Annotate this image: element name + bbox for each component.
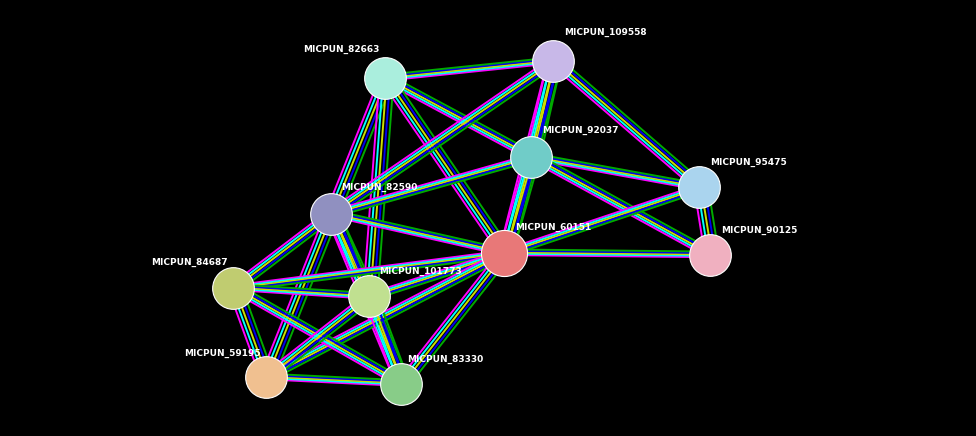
Point [546, 58, 561, 65]
Text: MICPUN_109558: MICPUN_109558 [564, 28, 646, 37]
Text: MICPUN_59195: MICPUN_59195 [183, 348, 261, 358]
Point [323, 210, 339, 217]
Text: MICPUN_82590: MICPUN_82590 [342, 183, 418, 192]
Point [703, 252, 718, 259]
Text: MICPUN_92037: MICPUN_92037 [543, 126, 619, 135]
Text: MICPUN_60151: MICPUN_60151 [515, 223, 591, 232]
Point [377, 75, 392, 82]
Text: MICPUN_83330: MICPUN_83330 [407, 355, 483, 364]
Point [393, 380, 409, 387]
Text: MICPUN_101773: MICPUN_101773 [380, 266, 463, 276]
Point [523, 153, 539, 160]
Point [361, 293, 377, 300]
Point [258, 374, 273, 381]
Text: MICPUN_84687: MICPUN_84687 [151, 258, 227, 267]
Point [692, 184, 708, 191]
Text: MICPUN_95475: MICPUN_95475 [711, 157, 787, 167]
Point [497, 249, 512, 256]
Text: MICPUN_82663: MICPUN_82663 [304, 45, 380, 54]
Text: MICPUN_90125: MICPUN_90125 [721, 226, 797, 235]
Point [225, 284, 241, 291]
